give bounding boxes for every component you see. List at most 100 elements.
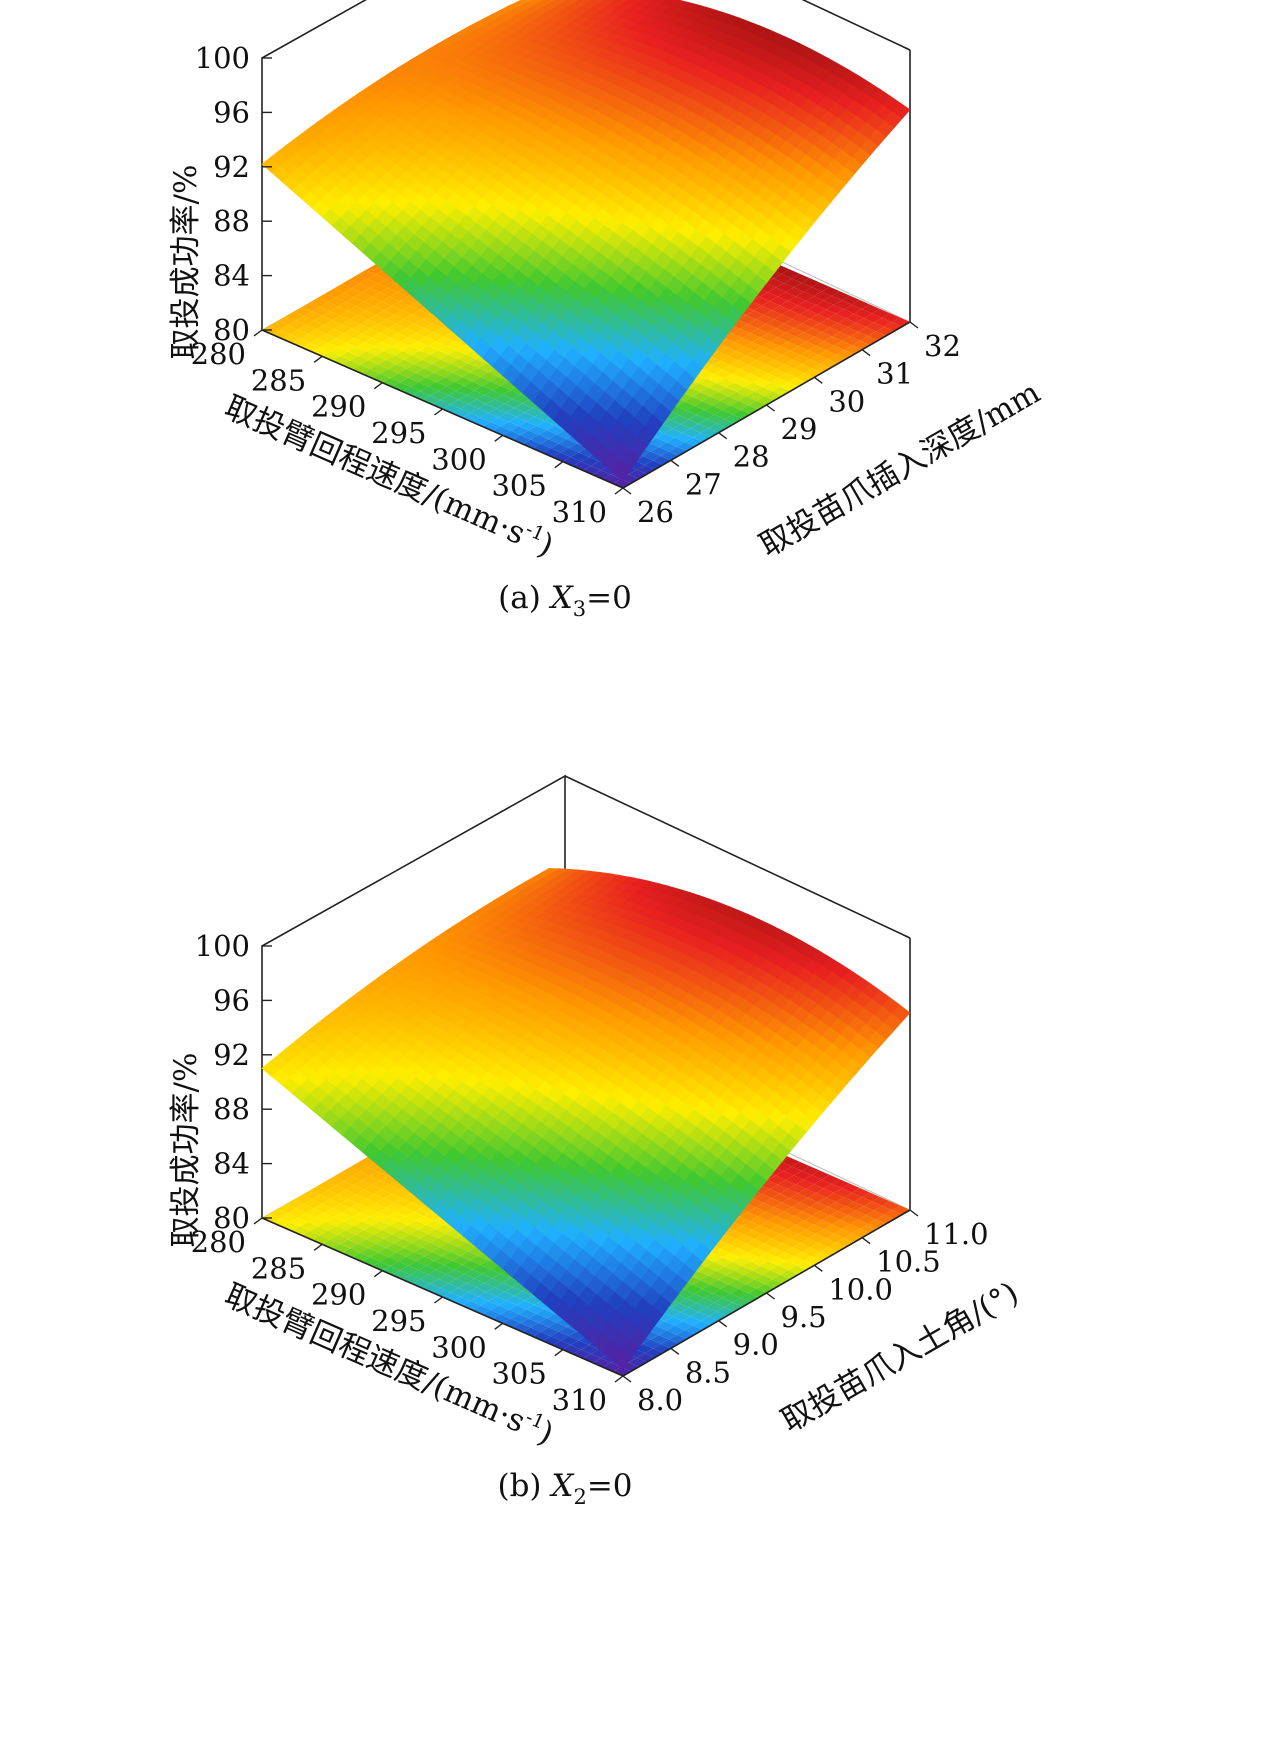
floor-cell (831, 291, 850, 301)
floor-cell (347, 306, 366, 316)
floor-cell (438, 345, 457, 355)
floor-cell (388, 323, 406, 333)
floor-cell (330, 1235, 349, 1245)
floor-cell (460, 1251, 479, 1261)
floor-cell (802, 318, 820, 328)
floor-cell (552, 1340, 571, 1350)
floor-cell (506, 1296, 525, 1306)
floor-cell (811, 1170, 830, 1180)
floor-cell (438, 1274, 457, 1284)
floor-cell (490, 1305, 509, 1315)
floor-cell (833, 1188, 852, 1198)
floor-cell (272, 1217, 291, 1227)
floor-cell (343, 288, 362, 298)
floor-cell (720, 396, 739, 406)
floor-cell (422, 395, 441, 405)
floor-cell (346, 1225, 365, 1235)
floor-cell (755, 1202, 774, 1212)
floor-cell (309, 297, 328, 307)
floor-cell (376, 1239, 395, 1249)
floor-cell (394, 1238, 413, 1248)
floor-cell (432, 400, 451, 409)
floor-cell (726, 1270, 745, 1280)
floor-cell (762, 1229, 781, 1239)
floor-cell (430, 391, 449, 400)
floor-cell (788, 1224, 807, 1234)
floor-cell (392, 1270, 411, 1280)
floor-cell (712, 360, 731, 370)
floor-cell (404, 1243, 423, 1253)
floor-cell (341, 1167, 360, 1177)
floor-cell (807, 305, 826, 315)
floor-cell (720, 355, 739, 365)
floor-cell (353, 1180, 372, 1190)
floor-cell (367, 274, 386, 284)
floor-cell (351, 283, 370, 293)
floor-cell (340, 351, 359, 361)
floor-cell (781, 309, 800, 319)
floor-cell (472, 1305, 491, 1315)
floor-cell (821, 286, 840, 296)
floor-cell (768, 1216, 787, 1226)
floor-cell (720, 1243, 739, 1253)
floor-cell (420, 346, 439, 355)
floor-cell (500, 381, 519, 391)
floor-cell (795, 291, 814, 301)
floor-cell (752, 337, 771, 347)
y-axis-label: 取投苗爪插入深度/mm (754, 374, 1047, 564)
floor-cell (714, 369, 733, 379)
floor-cell (794, 1211, 813, 1221)
floor-cell (396, 1247, 415, 1257)
floor-cell (580, 1344, 599, 1354)
floor-cell (592, 470, 611, 480)
floor-cell (642, 451, 661, 461)
floor-cell (342, 1248, 361, 1258)
floor-cell (344, 1216, 363, 1226)
floor-cell (656, 433, 675, 443)
floor-cell (341, 279, 360, 289)
floor-cell (442, 1292, 461, 1302)
floor-cell (333, 1171, 352, 1181)
y-tick-label: 29 (781, 412, 818, 446)
floor-cell (736, 387, 755, 397)
floor-cell (524, 1295, 543, 1305)
floor-cell (494, 394, 513, 404)
floor-cell (388, 1252, 407, 1262)
floor-cell (771, 305, 790, 315)
floor-cell (817, 1197, 836, 1207)
floor-cell (337, 1189, 356, 1199)
floor-cell (796, 332, 815, 342)
floor-cell (442, 363, 461, 373)
floor-cell (700, 387, 719, 397)
floor-cell (813, 1179, 832, 1189)
floor-cell (394, 350, 413, 360)
floor-cell (714, 410, 733, 420)
floor-cell (760, 1261, 779, 1271)
floor-cell (426, 1220, 445, 1230)
floor-cell (393, 1198, 412, 1208)
floor-cell (349, 274, 368, 284)
floor-cell (341, 1207, 360, 1217)
floor-cell (548, 1322, 567, 1332)
floor-cell (385, 314, 404, 324)
floor-cell (450, 1247, 469, 1257)
floor-cell (383, 1193, 402, 1203)
floor-cell (744, 382, 763, 392)
floor-cell (710, 1280, 729, 1290)
floor-cell (424, 1252, 443, 1261)
floor-cell (856, 318, 874, 328)
floor-cell (676, 401, 695, 411)
floor-cell (474, 1273, 493, 1283)
floor-cell (412, 391, 431, 401)
floor-cell (369, 283, 388, 293)
floor-cell (311, 1194, 330, 1204)
floor-cell (420, 1234, 439, 1243)
floor-cell (416, 328, 435, 337)
floor-cell (704, 365, 723, 375)
floor-cell (312, 347, 331, 357)
floor-cell (478, 1291, 497, 1301)
floor-cell (512, 1282, 531, 1292)
floor-cell (666, 437, 685, 447)
floor-cell (698, 378, 717, 388)
floor-cell (468, 1287, 487, 1297)
